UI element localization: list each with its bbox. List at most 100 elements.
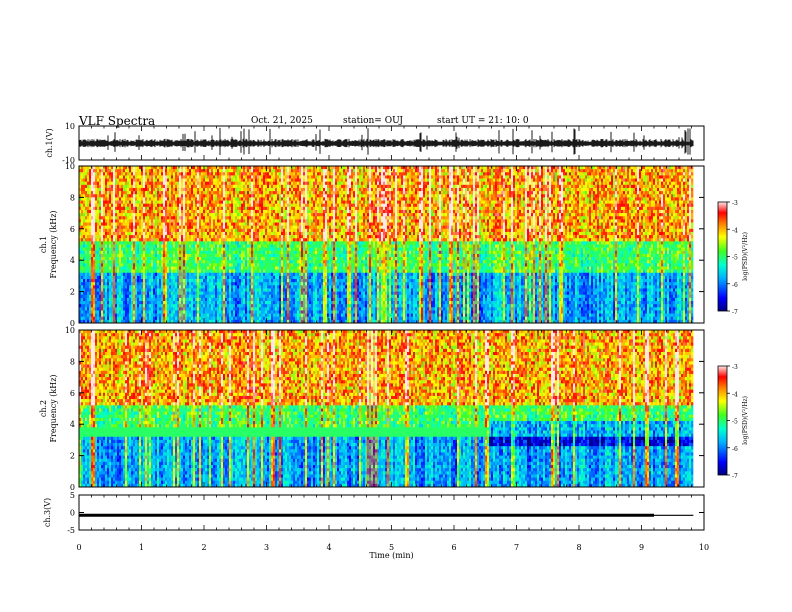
ch1s-cell <box>547 169 549 172</box>
ch1s-cell <box>251 188 253 191</box>
ch1s-cell <box>295 175 297 178</box>
ch1s-cell <box>349 182 351 185</box>
ch1s-cell <box>209 191 211 194</box>
ch1s-cell <box>543 188 545 191</box>
ch1s-cell <box>387 213 389 216</box>
ch1s-cell <box>619 172 621 175</box>
ch1s-cell <box>97 185 99 188</box>
ch1s-cell <box>597 204 599 207</box>
ch1s-cell <box>293 213 295 216</box>
ch1s-cell <box>345 175 347 178</box>
ch1s-cell <box>497 182 499 185</box>
ch1s-cell <box>387 194 389 197</box>
ch1s-cell <box>219 175 221 178</box>
ch1s-cell <box>145 185 147 188</box>
ch1s-cell <box>655 204 657 207</box>
ch1s-cell <box>659 197 661 200</box>
ch1s-cell <box>357 179 359 182</box>
ch1s-cell <box>407 207 409 210</box>
ch1s-cell <box>351 191 353 194</box>
ch1s-cell <box>333 191 335 194</box>
ch1s-cell <box>519 213 521 216</box>
ch1s-cell <box>489 210 491 213</box>
ch1s-cell <box>173 172 175 175</box>
ch1s-cell <box>507 175 509 178</box>
ch1s-cell <box>413 194 415 197</box>
ch1s-cell <box>125 210 127 213</box>
ch1s-cell <box>497 179 499 182</box>
ch1s-cell <box>379 175 381 178</box>
ch1s-cell <box>589 179 591 182</box>
ch1s-cell <box>537 207 539 210</box>
ch1s-cell <box>389 191 391 194</box>
ch1s-cell <box>173 207 175 210</box>
ch1s-cell <box>129 188 131 191</box>
ch1s-cell <box>497 191 499 194</box>
ch1s-cell <box>539 204 541 207</box>
ch1s-cell <box>149 188 151 191</box>
ch1s-cell <box>171 185 173 188</box>
ch1s-cell <box>583 201 585 204</box>
ch1s-cell <box>421 194 423 197</box>
ch1s-cell <box>175 194 177 197</box>
ch1s-cell <box>359 172 361 175</box>
ch1s-cell <box>197 197 199 200</box>
ch1s-cell <box>161 210 163 213</box>
ch1s-cell <box>661 197 663 200</box>
ch1s-cell <box>495 213 497 216</box>
ch1s-cell <box>641 197 643 200</box>
ch1s-cell <box>97 210 99 213</box>
ch1s-cell <box>239 201 241 204</box>
ch1s-cell <box>363 172 365 175</box>
ch1s-cell <box>423 191 425 194</box>
ch1s-cell <box>231 191 233 194</box>
ch1s-cell <box>519 179 521 182</box>
ch1s-cell <box>497 207 499 210</box>
ch1s-cell <box>343 191 345 194</box>
ch1s-cell <box>587 175 589 178</box>
ch1s-cell <box>145 201 147 204</box>
ch1s-cell <box>101 188 103 191</box>
ch1s-cell <box>295 179 297 182</box>
ch1s-cell <box>137 191 139 194</box>
ch1s-cell <box>363 197 365 200</box>
ch1s-cell <box>437 204 439 207</box>
ch1s-cell <box>541 191 543 194</box>
ch1s-cell <box>521 182 523 185</box>
ch1s-cell <box>599 194 601 197</box>
ch1s-cell <box>259 194 261 197</box>
ch1s-cell <box>457 210 459 213</box>
ch1s-cell <box>451 166 453 169</box>
ch1s-cell <box>129 172 131 175</box>
ch1s-cell <box>189 204 191 207</box>
ch1s-cell <box>221 182 223 185</box>
ch1s-cell <box>365 185 367 188</box>
ch1s-cell <box>239 175 241 178</box>
ch1s-cell <box>101 179 103 182</box>
ch1s-cell <box>265 191 267 194</box>
ch1s-cell <box>305 204 307 207</box>
ch1s-cell <box>669 194 671 197</box>
ch1s-cell <box>85 201 87 204</box>
ch1s-cell <box>139 210 141 213</box>
ch1s-cell <box>653 188 655 191</box>
ch1s-cell <box>125 191 127 194</box>
ch1s-cell <box>399 197 401 200</box>
ch1s-cell <box>233 185 235 188</box>
ch1s-cell <box>571 197 573 200</box>
ch1s-cell <box>311 188 313 191</box>
ch1s-cell <box>399 172 401 175</box>
ch1s-cell <box>587 197 589 200</box>
ch1s-cell <box>299 191 301 194</box>
ch1s-cell <box>627 201 629 204</box>
ch1s-cell <box>109 191 111 194</box>
ch1s-cell <box>125 175 127 178</box>
ch1s-cell <box>437 166 439 169</box>
ch1s-cell <box>559 172 561 175</box>
ch1s-cell <box>383 207 385 210</box>
ch1s-cell <box>607 166 609 169</box>
ch1s-cell <box>679 191 681 194</box>
ch1s-cell <box>383 185 385 188</box>
ch1s-cell <box>447 210 449 213</box>
ch1s-cell <box>237 201 239 204</box>
